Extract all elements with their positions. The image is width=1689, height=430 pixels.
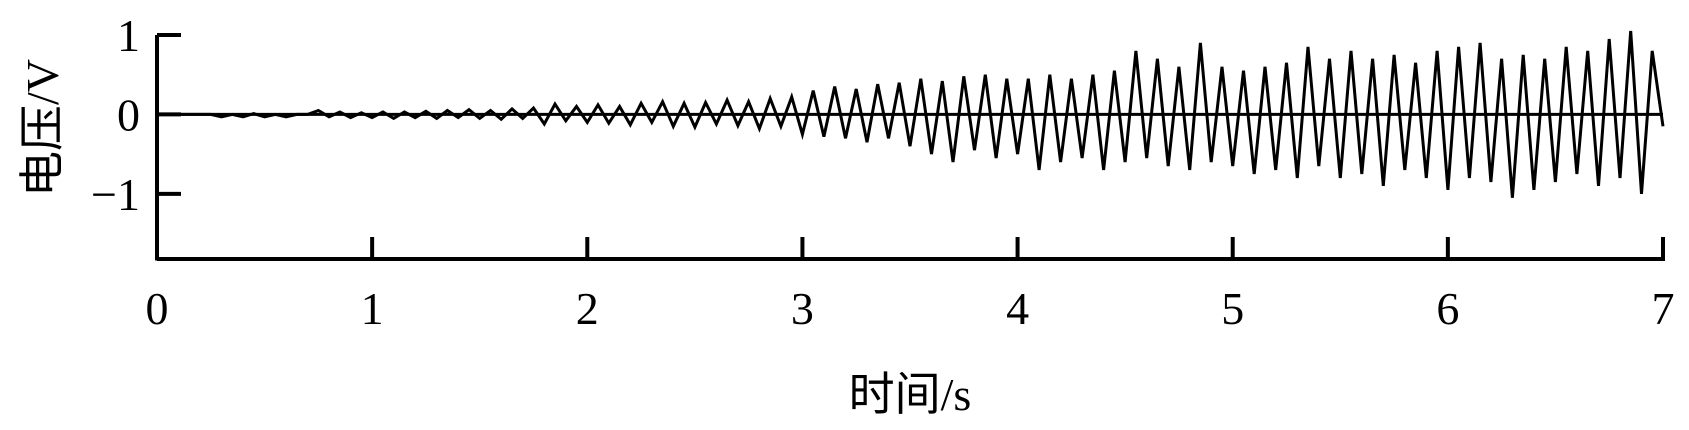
x-tick-label: 3 — [791, 283, 814, 334]
x-tick-label: 0 — [146, 283, 169, 334]
x-tick-label: 1 — [361, 283, 384, 334]
x-tick-label: 2 — [576, 283, 599, 334]
plot-area — [157, 30, 1665, 198]
x-tick-label: 4 — [1006, 283, 1029, 334]
x-axis-title: 时间/s — [849, 369, 972, 420]
x-tick-label: 7 — [1652, 283, 1675, 334]
y-tick-label: −1 — [91, 169, 140, 220]
x-tick-label: 5 — [1221, 283, 1244, 334]
axes: 0 1 2 3 4 5 6 7 1 0 −1 — [91, 10, 1674, 334]
x-tick-label: 6 — [1436, 283, 1459, 334]
y-tick-label: 1 — [117, 10, 140, 61]
y-axis-title: 电压/V — [17, 59, 68, 197]
y-tick-label: 0 — [117, 89, 140, 140]
